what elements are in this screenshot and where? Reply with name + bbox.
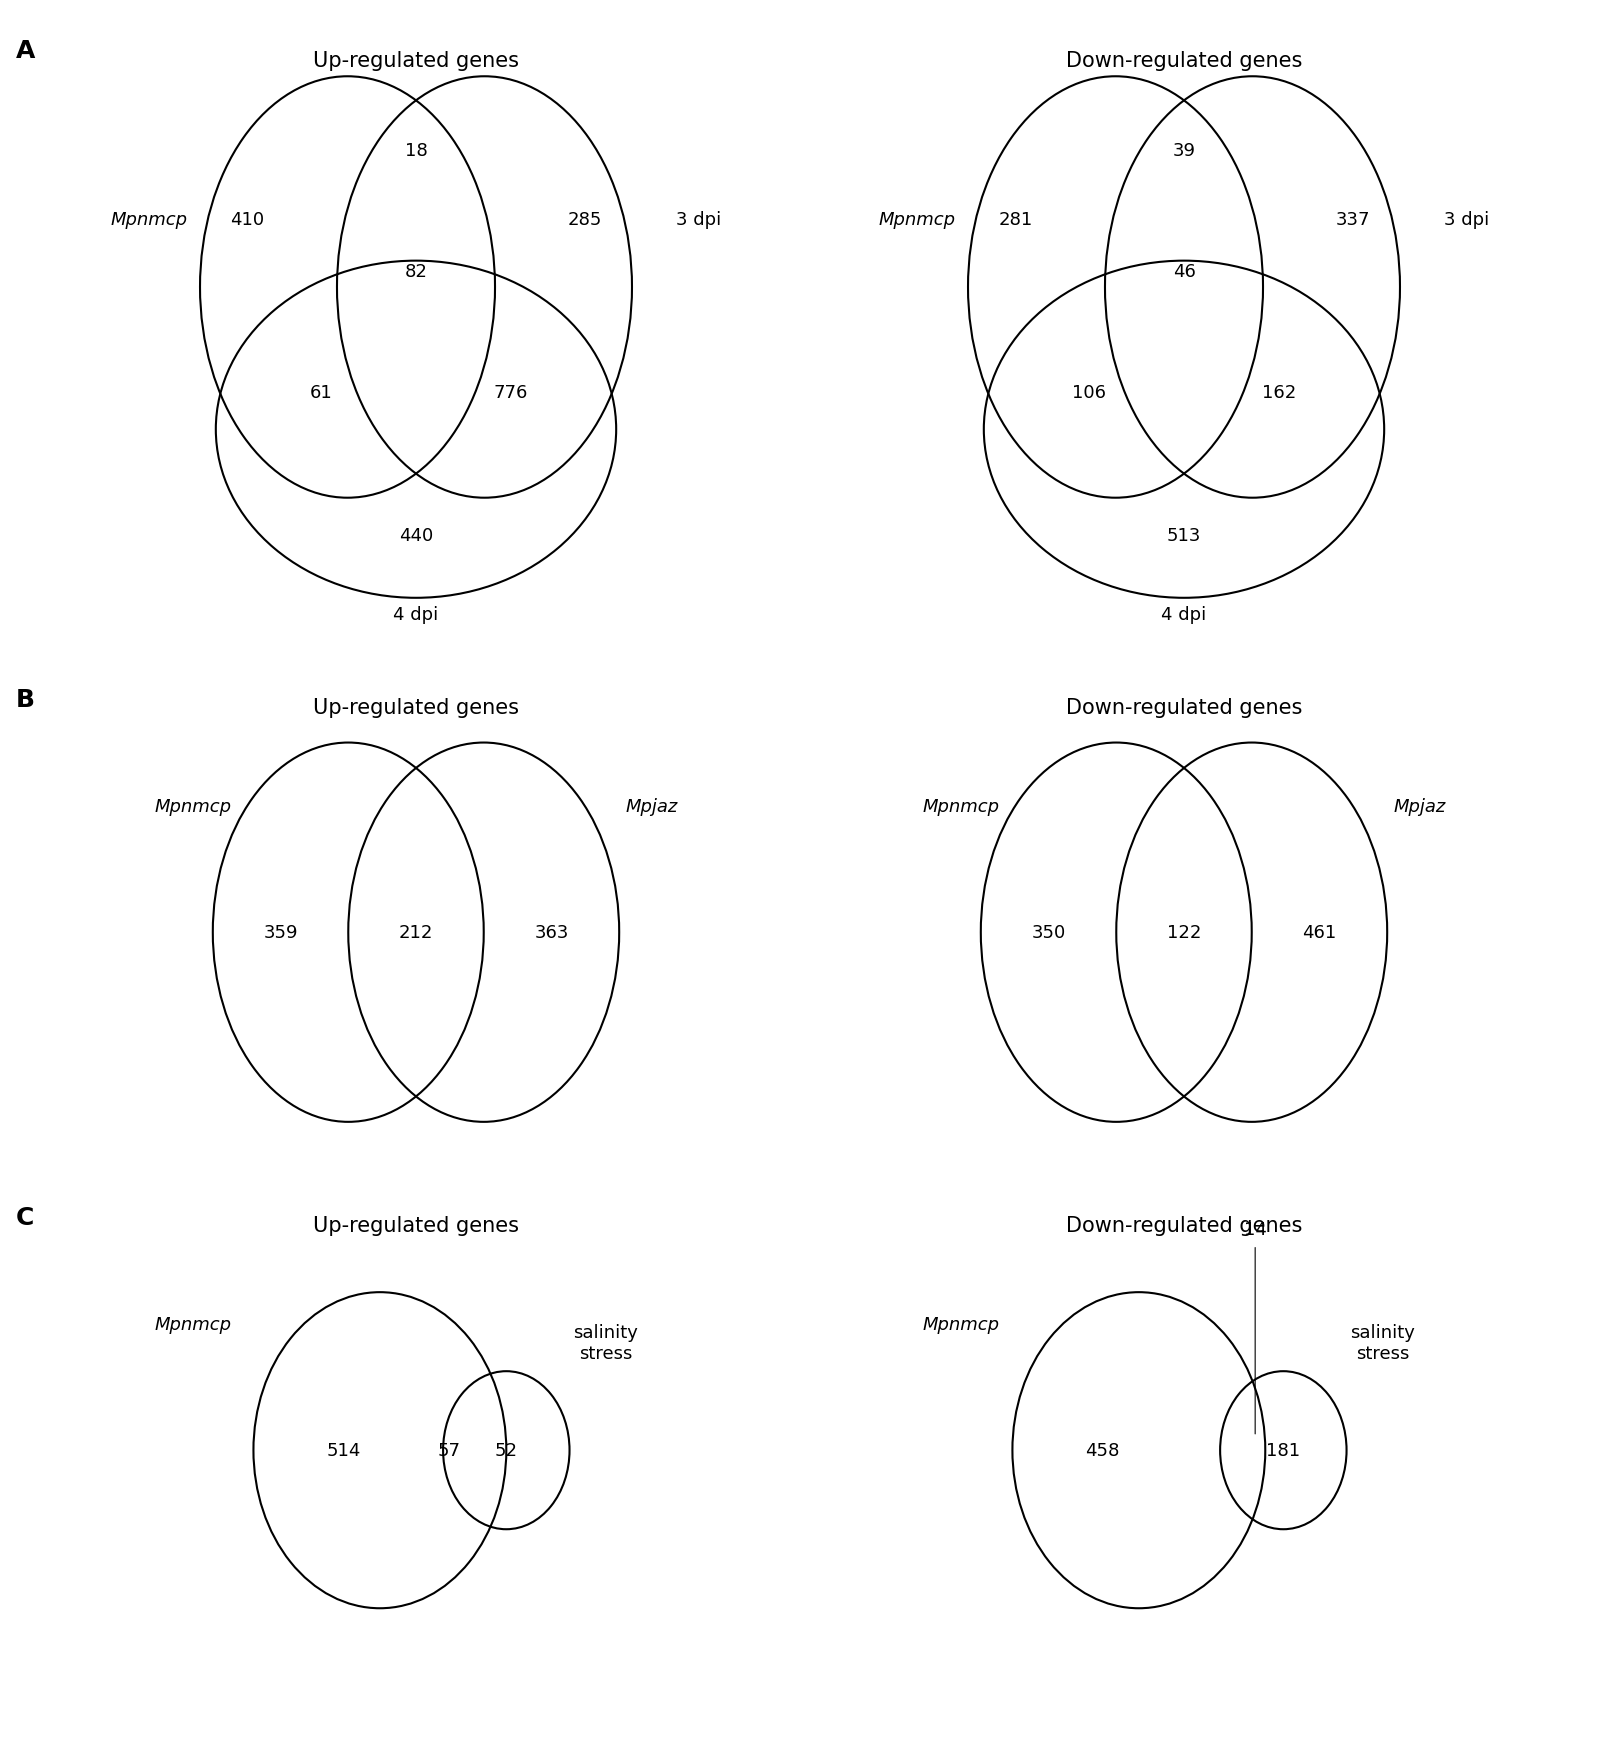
- Text: Down-regulated genes: Down-regulated genes: [1066, 51, 1302, 70]
- Text: 363: 363: [534, 923, 568, 942]
- Text: salinity
stress: salinity stress: [1350, 1323, 1414, 1362]
- Text: B: B: [16, 688, 35, 713]
- Text: 359: 359: [264, 923, 298, 942]
- Text: 122: 122: [1166, 923, 1202, 942]
- Text: 3 dpi: 3 dpi: [1445, 211, 1490, 228]
- Text: 212: 212: [398, 923, 434, 942]
- Text: C: C: [16, 1206, 34, 1230]
- Text: 350: 350: [1032, 923, 1066, 942]
- Text: 513: 513: [1166, 526, 1202, 544]
- Text: 46: 46: [1173, 263, 1195, 281]
- Text: 106: 106: [1072, 384, 1106, 402]
- Text: 4 dpi: 4 dpi: [394, 605, 438, 623]
- Text: Down-regulated genes: Down-regulated genes: [1066, 698, 1302, 718]
- Text: 82: 82: [405, 263, 427, 281]
- Text: 18: 18: [405, 142, 427, 160]
- Text: 162: 162: [1262, 384, 1296, 402]
- Text: 57: 57: [438, 1441, 461, 1460]
- Text: 337: 337: [1336, 211, 1370, 228]
- Text: salinity
stress: salinity stress: [573, 1323, 638, 1362]
- Text: Mpnmcp: Mpnmcp: [922, 797, 998, 816]
- Text: Mpjaz: Mpjaz: [1394, 797, 1446, 816]
- Text: Mpnmcp: Mpnmcp: [922, 1314, 998, 1334]
- Text: Up-regulated genes: Up-regulated genes: [314, 51, 518, 70]
- Text: Mpnmcp: Mpnmcp: [154, 797, 230, 816]
- Text: 285: 285: [568, 211, 602, 228]
- Text: A: A: [16, 39, 35, 63]
- Text: Mpnmcp: Mpnmcp: [154, 1314, 230, 1334]
- Text: 461: 461: [1302, 923, 1336, 942]
- Text: 776: 776: [494, 384, 528, 402]
- Text: 14: 14: [1243, 1220, 1267, 1239]
- Text: 39: 39: [1173, 142, 1195, 160]
- Text: 61: 61: [310, 384, 333, 402]
- Text: Down-regulated genes: Down-regulated genes: [1066, 1216, 1302, 1236]
- Text: 281: 281: [998, 211, 1032, 228]
- Text: 410: 410: [230, 211, 264, 228]
- Text: 52: 52: [494, 1441, 518, 1460]
- Text: Up-regulated genes: Up-regulated genes: [314, 1216, 518, 1236]
- Text: Mpnmcp: Mpnmcp: [878, 211, 955, 228]
- Text: 440: 440: [398, 526, 434, 544]
- Text: Mpjaz: Mpjaz: [626, 797, 678, 816]
- Text: 181: 181: [1266, 1441, 1301, 1460]
- Text: Up-regulated genes: Up-regulated genes: [314, 698, 518, 718]
- Text: Mpnmcp: Mpnmcp: [110, 211, 187, 228]
- Text: 3 dpi: 3 dpi: [677, 211, 722, 228]
- Text: 514: 514: [326, 1441, 362, 1460]
- Text: 458: 458: [1085, 1441, 1120, 1460]
- Text: 4 dpi: 4 dpi: [1162, 605, 1206, 623]
